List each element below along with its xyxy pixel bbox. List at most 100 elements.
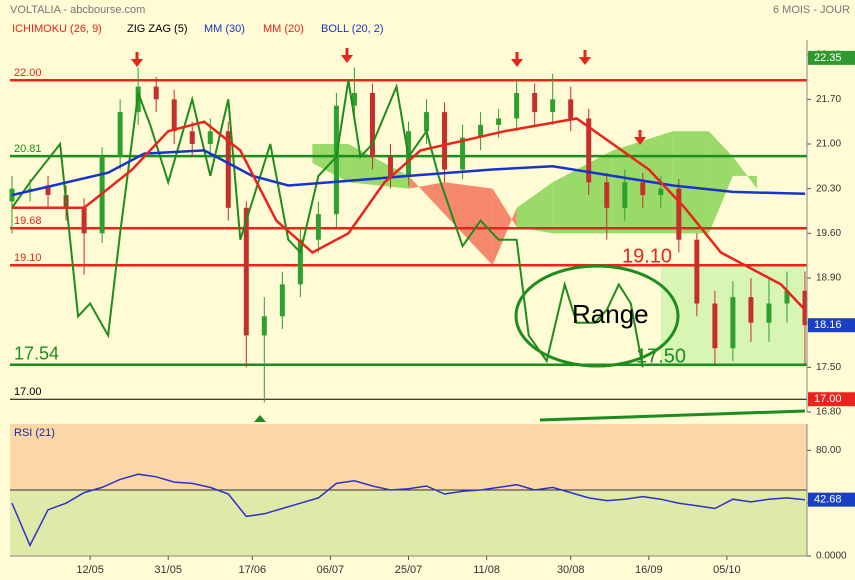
candle-body [315, 214, 321, 240]
ichimoku-cloud [492, 188, 517, 266]
candle-body [802, 290, 808, 326]
y-tick-label: 80.00 [816, 445, 841, 456]
candle-body [478, 124, 484, 138]
signal-arrow [579, 57, 591, 65]
price-badge [808, 318, 855, 333]
x-tick-label: 17/06 [239, 564, 267, 576]
signal-arrow [638, 130, 642, 138]
rsi-upper-zone [10, 424, 807, 490]
legend-item: MM (30) [204, 23, 245, 35]
candle-body [550, 99, 556, 113]
candle-body [279, 284, 285, 317]
candle-body [496, 118, 502, 125]
series-line [11, 80, 644, 368]
ichimoku-cloud [408, 175, 445, 215]
candle-body [640, 182, 646, 196]
level-label: 17.54 [14, 344, 59, 364]
candle-body [45, 185, 51, 196]
legend-item: ICHIMOKU (26, 9) [12, 23, 102, 35]
ichimoku-cloud [732, 156, 757, 189]
y-tick-label: 21.70 [816, 94, 841, 105]
level-label: 19.68 [14, 215, 42, 227]
candle-body [27, 188, 33, 190]
candle-body [81, 207, 87, 234]
annotation: 19.10 [622, 245, 672, 267]
x-tick-label: 30/08 [557, 564, 585, 576]
y-tick-label: 0.0000 [816, 551, 847, 562]
chart-subtitle: 6 MOIS - JOUR [773, 4, 850, 16]
candle-body [748, 297, 754, 323]
candle-body [514, 92, 520, 119]
y-tick-label: 18.90 [816, 273, 841, 284]
candle-body [730, 297, 736, 349]
candle-body [712, 303, 718, 349]
signal-arrow [511, 59, 523, 67]
price-badge [808, 50, 855, 65]
chart-title: VOLTALIA - abcbourse.com [10, 4, 145, 16]
ichimoku-cloud [444, 182, 493, 266]
price-badge-label: 22.35 [814, 52, 842, 64]
candle-body [117, 112, 123, 157]
x-tick-label: 25/07 [395, 564, 423, 576]
x-tick-label: 12/05 [76, 564, 104, 576]
level-label: 17.00 [14, 386, 42, 398]
candle-body [568, 99, 574, 119]
candle-body [622, 182, 628, 208]
candle-body [351, 92, 357, 106]
ichimoku-cloud [552, 150, 613, 234]
x-tick-label: 06/07 [317, 564, 345, 576]
range-ellipse [514, 264, 680, 368]
candle-body [460, 137, 466, 170]
signal-arrow [345, 48, 349, 56]
ichimoku-cloud [708, 131, 733, 234]
y-tick-label: 19.60 [816, 228, 841, 239]
annotation: 17.50 [636, 345, 686, 367]
candle-body [532, 92, 538, 113]
signal-arrow [634, 137, 646, 145]
x-tick-label: 11/08 [473, 564, 500, 576]
candle-body [442, 112, 448, 170]
legend-item: MM (20) [263, 23, 304, 35]
price-badge-label: 18.16 [814, 319, 842, 331]
x-tick-label: 16/09 [635, 564, 663, 576]
price-badge-label: 17.00 [814, 393, 842, 405]
y-tick-label: 21.00 [816, 139, 841, 150]
level-label: 20.81 [14, 143, 42, 155]
candle-body [784, 290, 790, 304]
candle-body [189, 131, 195, 145]
price-badge [808, 492, 855, 507]
candle-body [333, 105, 339, 215]
rsi-title: RSI (21) [14, 427, 55, 439]
candle-body [766, 303, 772, 323]
signal-arrow [515, 52, 519, 60]
candle-body [207, 131, 213, 145]
candle-body [261, 316, 267, 336]
series-line [12, 117, 806, 311]
ichimoku-cloud [348, 144, 409, 189]
x-tick-label: 31/05 [154, 564, 182, 576]
rsi-lower-zone [10, 490, 807, 556]
candle-body [586, 118, 592, 183]
candle-body [153, 86, 159, 100]
x-tick-label: 05/10 [713, 564, 741, 576]
candle-body [694, 239, 700, 304]
candle-body [369, 92, 375, 157]
annotation: Range [572, 299, 649, 329]
signal-arrow [131, 59, 143, 67]
signal-arrow [583, 50, 587, 58]
candle-body [604, 182, 610, 208]
y-tick-label: 17.50 [816, 362, 841, 373]
y-tick-label: 20.30 [816, 183, 841, 194]
y-tick-label: 16.80 [816, 407, 841, 418]
chikou-line [539, 409, 806, 422]
level-label: 22.00 [14, 67, 42, 79]
signal-arrow [254, 415, 266, 422]
legend-item: ZIG ZAG (5) [127, 23, 188, 35]
legend-item: BOLL (20, 2) [321, 23, 384, 35]
candle-body [171, 99, 177, 132]
candle-body [243, 207, 249, 336]
candle-body [297, 239, 303, 285]
candle-body [387, 156, 393, 176]
candle-body [676, 188, 682, 240]
